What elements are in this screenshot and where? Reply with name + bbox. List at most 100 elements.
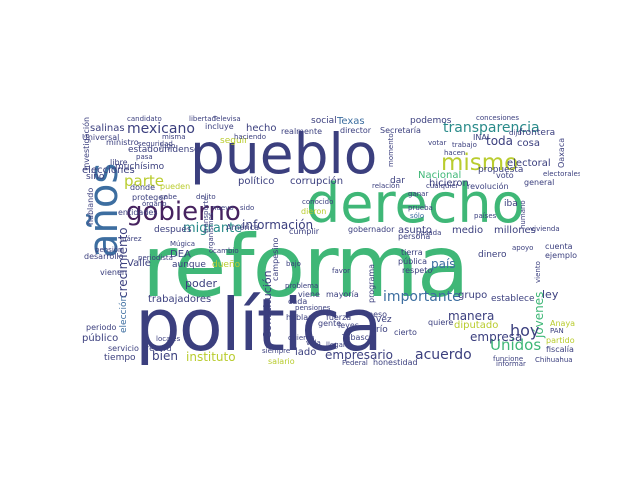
word: pasada	[416, 229, 442, 237]
word: revolución	[467, 182, 509, 191]
word: Múgica	[170, 240, 196, 248]
word: transporte	[202, 196, 210, 233]
word: aunque	[172, 260, 206, 270]
word: leyes	[338, 321, 359, 330]
word: pueblo	[190, 122, 378, 186]
word: país	[431, 257, 456, 271]
word: Jugo	[160, 142, 176, 150]
word: mayoría	[326, 290, 359, 299]
word: récord	[146, 344, 172, 353]
word: campesino	[271, 237, 280, 281]
word: candidato	[127, 115, 162, 123]
word: cuenta	[545, 242, 573, 251]
word: quieren	[288, 334, 315, 342]
word: servicio	[108, 344, 139, 353]
word: propuesta	[478, 165, 524, 175]
word: favor	[332, 267, 351, 275]
word: sido	[240, 204, 255, 212]
word: desarrollo	[84, 252, 124, 261]
word: hoy	[510, 321, 540, 340]
word: empresario	[325, 348, 393, 362]
word: grupo	[458, 290, 488, 301]
word: Universal	[82, 133, 120, 142]
word: problema	[285, 282, 319, 290]
word: social	[311, 116, 337, 126]
word: Federal	[342, 359, 368, 367]
word: sólo	[410, 212, 425, 220]
word: seguridad	[138, 140, 173, 148]
word: respeto	[402, 266, 433, 275]
word: países	[474, 212, 497, 220]
word: hablar	[286, 313, 312, 322]
word: cierto	[394, 328, 417, 337]
word: Televisa	[213, 115, 241, 123]
word: realmente	[281, 127, 323, 136]
word: vida	[306, 339, 321, 347]
word: Anaya	[550, 319, 576, 328]
word: Juárez	[120, 235, 142, 243]
word: Nacional	[418, 170, 462, 181]
word-cloud: reforma política derecho pueblo años gob…	[80, 113, 580, 368]
word: humano	[519, 200, 527, 229]
word: pasa	[136, 153, 153, 161]
word: dar	[390, 176, 405, 186]
word: Tabasco	[342, 333, 374, 342]
word: establece	[491, 294, 535, 304]
word: Oaxaca	[557, 137, 566, 168]
word: trabajo	[452, 141, 477, 149]
word: bien	[152, 349, 178, 363]
word: delito	[196, 193, 216, 201]
word: periodista	[138, 254, 173, 262]
word: periodo	[86, 323, 117, 332]
word: fuerza	[326, 313, 352, 322]
word: frontera	[519, 128, 556, 138]
word: programa	[367, 263, 376, 303]
word: vez	[376, 315, 392, 325]
word: ganar	[408, 190, 429, 198]
word: incluye	[205, 122, 234, 131]
word: seguir	[220, 136, 248, 146]
word: proteger	[132, 193, 167, 202]
word: llegan	[326, 341, 348, 349]
word: millones	[494, 225, 536, 236]
word: mismo	[441, 150, 519, 176]
word: peso	[368, 310, 388, 319]
word: pueden	[160, 182, 191, 191]
word: viento	[534, 261, 542, 283]
word: derecho	[306, 172, 525, 235]
word: entidades	[118, 208, 158, 217]
word: nuevo	[212, 204, 234, 212]
word: tierra	[401, 248, 423, 257]
word: libertad	[189, 115, 216, 123]
word: director	[340, 126, 372, 135]
word: quiere	[428, 318, 454, 327]
word: pensión	[95, 246, 123, 254]
word: parte	[124, 172, 164, 190]
word: hablando	[86, 187, 95, 225]
word: Chihuahua	[535, 356, 573, 364]
word: haciendo	[234, 133, 266, 141]
word: momento	[387, 133, 395, 167]
word: río	[376, 325, 388, 335]
word: cumplir	[289, 227, 320, 236]
word: informar	[496, 360, 526, 368]
word: votar	[428, 139, 447, 147]
word: cabe	[160, 193, 177, 201]
word: DEA	[170, 249, 191, 260]
word: importante	[383, 289, 461, 305]
word: ejemplo	[545, 251, 578, 260]
word: salinas	[90, 123, 125, 134]
word: mexicano	[127, 121, 195, 137]
word: manera	[448, 309, 495, 323]
word: después	[154, 225, 192, 235]
word: bajo	[286, 260, 301, 268]
word: información	[242, 218, 314, 232]
word: dijo	[509, 129, 522, 137]
word: ministro	[106, 138, 139, 147]
word: América	[226, 223, 259, 232]
word: hacen	[444, 149, 466, 157]
word: prueba	[408, 204, 433, 212]
word: locales	[156, 335, 181, 343]
word: instituto	[186, 350, 236, 364]
word: electoral	[507, 158, 551, 169]
